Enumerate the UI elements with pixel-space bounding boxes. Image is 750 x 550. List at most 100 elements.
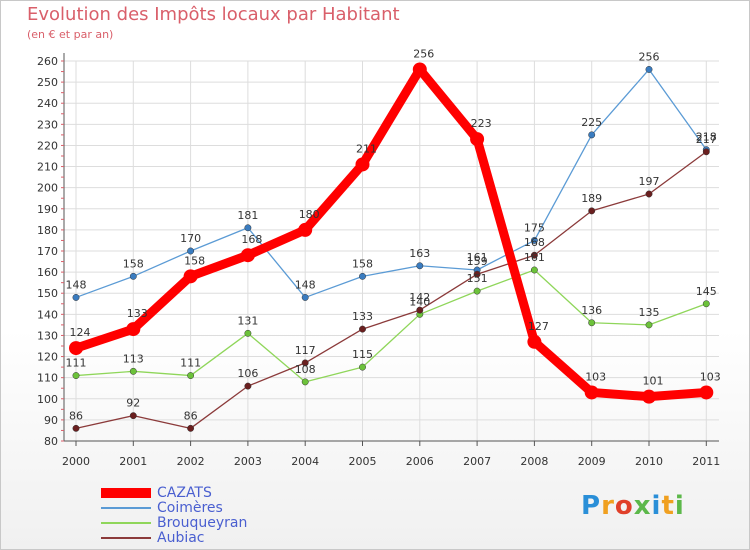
y-tick-label: 120 [37,351,58,364]
data-label-coimeres: 158 [123,257,144,270]
y-tick-label: 170 [37,245,58,258]
data-point-coimeres [187,247,195,255]
data-point-cazats [699,385,714,400]
data-point-cazats [412,62,427,77]
data-label-brouqueyran: 113 [123,352,144,365]
data-label-cazats: 133 [127,307,148,320]
logo-letter: x [633,491,652,521]
data-point-brouqueyran [473,287,481,295]
chart-subtitle: (en € et par an) [27,28,114,41]
legend-label-aubiac: Aubiac [157,530,205,546]
data-point-cazats [240,248,255,263]
y-axis: 80 90 100 110 120 130 140 150 160 170 180 190 200 210… [37,53,65,448]
legend-label-brouqueyran: Brouqueyran [157,515,248,531]
data-point-brouqueyran [702,300,710,308]
data-label-cazats: 256 [413,47,434,60]
data-label-coimeres: 175 [524,221,545,234]
data-label-aubiac: 189 [581,192,602,205]
data-point-aubiac [301,359,309,367]
legend-label-cazats: CAZATS [157,485,212,501]
data-label-aubiac: 168 [524,236,545,249]
y-tick-label: 100 [37,393,58,406]
data-label-brouqueyran: 145 [696,285,717,298]
data-label-brouqueyran: 151 [467,272,488,285]
y-tick-label: 210 [37,161,58,174]
data-label-coimeres: 225 [581,116,602,129]
x-tick-label: 2001 [119,455,147,468]
logo-letter: r [601,491,615,521]
data-point-cazats [527,334,542,349]
data-point-coimeres [588,131,596,139]
logo-letter: o [614,491,634,521]
y-tick-label: 180 [37,224,58,237]
data-label-brouqueyran: 161 [524,251,545,264]
legend-label-coimeres: Coimères [157,500,223,516]
data-point-coimeres [530,236,538,244]
data-point-coimeres [301,293,309,301]
y-tick-label: 230 [37,118,58,131]
y-tick-label: 90 [44,414,58,427]
data-label-cazats: 103 [585,370,606,383]
data-point-cazats [69,341,83,356]
data-label-coimeres: 158 [352,257,373,270]
data-point-coimeres [645,65,653,73]
legend-swatch-cazats [101,488,151,498]
data-point-brouqueyran [187,372,195,380]
x-tick-label: 2007 [463,455,491,468]
data-label-aubiac: 159 [467,255,488,268]
data-point-brouqueyran [72,372,80,380]
data-point-cazats [584,385,599,400]
data-label-aubiac: 117 [295,344,316,357]
x-tick-label: 2003 [234,455,262,468]
legend-swatch-aubiac [101,537,151,539]
data-label-brouqueyran: 111 [180,357,201,370]
series-line-aubiac [75,151,707,429]
data-label-aubiac: 86 [184,409,198,422]
logo-letter: P [581,491,602,521]
x-tick-label: 2005 [349,455,377,468]
data-point-aubiac [72,424,80,432]
data-label-coimeres: 170 [180,232,201,245]
x-tick-label: 2002 [177,455,205,468]
data-label-brouqueyran: 135 [639,306,660,319]
data-label-cazats: 168 [241,233,262,246]
data-point-brouqueyran [645,321,653,329]
data-label-cazats: 180 [299,208,320,221]
x-tick-label: 2011 [692,455,720,468]
y-tick-label: 200 [37,182,58,195]
data-label-aubiac: 133 [352,310,373,323]
y-tick-label: 160 [37,266,58,279]
data-point-aubiac [129,412,137,420]
x-tick-label: 2006 [406,455,434,468]
y-tick-label: 80 [44,435,58,448]
data-label-cazats: 127 [528,320,549,333]
data-point-aubiac [359,325,366,333]
data-point-cazats [642,389,656,404]
series-group [69,62,714,432]
logo-letter: i [651,491,662,521]
data-label-coimeres: 181 [237,209,258,222]
y-tick-label: 140 [37,308,58,321]
x-tick-label: 2010 [635,455,663,468]
data-point-cazats [126,322,141,337]
data-label-cazats: 223 [471,117,492,130]
data-label-coimeres: 218 [696,131,717,144]
data-label-brouqueyran: 111 [66,357,87,370]
legend-swatch-brouqueyran [101,522,151,524]
data-label-cazats: 103 [700,370,721,383]
series-line-brouqueyran [75,269,707,383]
data-point-brouqueyran [530,266,538,274]
data-label-aubiac: 92 [126,397,140,410]
data-point-brouqueyran [301,378,309,386]
y-tick-label: 220 [37,139,58,152]
data-point-cazats [298,222,313,237]
data-point-brouqueyran [129,367,137,375]
series-line-coimeres [75,68,707,299]
data-point-cazats [470,132,485,147]
data-label-cazats: 211 [356,142,377,155]
data-label-brouqueyran: 131 [237,314,258,327]
data-point-aubiac [588,207,596,215]
grid-lines [64,60,719,442]
x-tick-label: 2008 [520,455,548,468]
data-label-aubiac: 217 [696,133,717,146]
